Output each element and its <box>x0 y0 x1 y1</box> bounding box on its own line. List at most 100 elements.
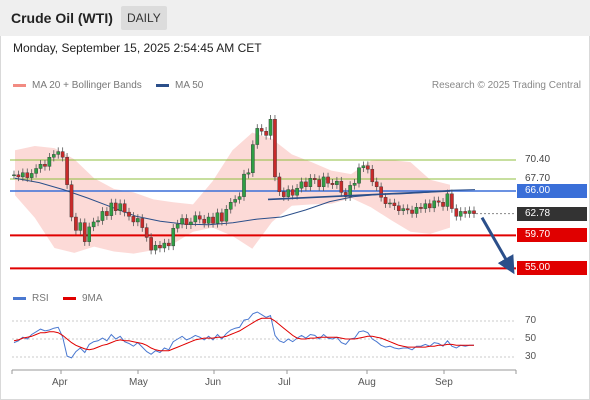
candle-body <box>162 242 167 249</box>
candle-body <box>69 184 74 218</box>
candle-body <box>264 130 268 136</box>
legend-swatch-bollinger <box>13 84 26 87</box>
candle-body <box>29 173 34 178</box>
level-label-55-00: 55.00 <box>517 261 587 276</box>
candle-body <box>401 208 406 211</box>
candle-body <box>144 227 149 238</box>
level-label-62-78: 62.78 <box>517 206 587 221</box>
trendline <box>267 190 451 201</box>
x-axis-label-aug: Aug <box>358 377 376 388</box>
candle-body <box>339 180 344 193</box>
candle-body <box>458 211 463 217</box>
candle-body <box>374 181 379 187</box>
candle-body <box>383 197 388 204</box>
candle-body <box>131 216 136 223</box>
candle-body <box>189 221 193 225</box>
candle-body <box>445 193 450 207</box>
candle-body <box>321 176 326 187</box>
candle-body <box>109 202 114 216</box>
candle-body <box>91 221 96 228</box>
candle-body <box>463 211 467 214</box>
candle-body <box>419 206 423 209</box>
legend-swatch-ma50 <box>156 84 169 87</box>
candle-body <box>175 223 180 229</box>
candle-body <box>237 196 242 200</box>
candle-body <box>105 211 109 216</box>
candle-body <box>153 244 158 251</box>
candle-body <box>220 212 224 222</box>
candle-body <box>427 203 432 209</box>
candle-body <box>317 179 321 187</box>
candle-body <box>16 174 21 178</box>
candle-body <box>295 187 299 196</box>
candle-body <box>379 186 383 198</box>
candle-body <box>330 183 335 185</box>
candle-body <box>82 222 87 242</box>
candle-body <box>228 202 233 210</box>
candle-body <box>43 164 47 167</box>
legend-ma50: MA 50 <box>156 80 203 91</box>
candle-body <box>100 211 105 221</box>
candle-body <box>273 119 277 178</box>
candle-body <box>211 216 215 224</box>
research-credit: Research © 2025 Trading Central <box>431 80 581 91</box>
candle-body <box>290 189 295 196</box>
candle-body <box>180 218 184 225</box>
candle-body <box>299 181 304 189</box>
candle-body <box>38 164 43 169</box>
candle-body <box>12 174 16 177</box>
tab-daily[interactable]: DAILY <box>121 6 167 30</box>
candle-body <box>352 183 357 186</box>
forecast-arrow <box>480 216 515 275</box>
candle-body <box>122 203 127 213</box>
candle-body <box>202 218 206 224</box>
x-axis-label-may: May <box>129 377 148 388</box>
candle-body <box>286 189 291 197</box>
candle-body <box>441 202 445 207</box>
candle-body <box>370 168 375 183</box>
candle-body <box>308 178 313 187</box>
candle-body <box>21 172 25 178</box>
candle-body <box>60 151 65 158</box>
candle-body <box>149 237 153 251</box>
candle-body <box>65 157 69 185</box>
candle-body <box>312 178 317 180</box>
candle-body <box>366 165 370 170</box>
candle-body <box>224 209 229 222</box>
legend-swatch-9ma <box>63 297 76 300</box>
candle-body <box>397 205 401 211</box>
rsi-series-rsi <box>13 311 474 359</box>
candle-body <box>423 203 428 209</box>
candle-body <box>246 172 251 175</box>
candle-body <box>255 128 260 145</box>
candle-body <box>268 119 273 136</box>
candle-body <box>259 128 264 132</box>
candle-body <box>361 165 366 168</box>
rsi-tick-label: 30 <box>525 351 537 362</box>
candle-body <box>184 218 189 225</box>
x-axis-label-sep: Sep <box>435 377 453 388</box>
rsi-series-9ma <box>13 317 474 352</box>
candle-body <box>136 218 140 223</box>
legend-9ma: 9MA <box>63 293 103 304</box>
candle-body <box>388 202 392 205</box>
candle-body <box>251 144 255 173</box>
rsi-tick-label: 70 <box>525 315 537 326</box>
legend-swatch-rsi <box>13 297 26 300</box>
candle-body <box>74 216 78 231</box>
candle-body <box>242 173 246 197</box>
candle-body <box>78 222 83 231</box>
candle-body <box>140 218 145 228</box>
candle-body <box>87 226 91 242</box>
candle-body <box>357 167 361 184</box>
rsi-tick-label: 50 <box>525 333 537 344</box>
candle-body <box>410 209 414 214</box>
candle-body <box>47 157 52 167</box>
candle-body <box>348 185 352 197</box>
x-axis-label-jun: Jun <box>205 377 222 388</box>
legend-label-bollinger: MA 20 + Bollinger Bands <box>32 80 142 91</box>
legend-bollinger: MA 20 + Bollinger Bands <box>13 80 142 91</box>
candle-body <box>197 215 202 220</box>
candle-body <box>167 242 171 247</box>
